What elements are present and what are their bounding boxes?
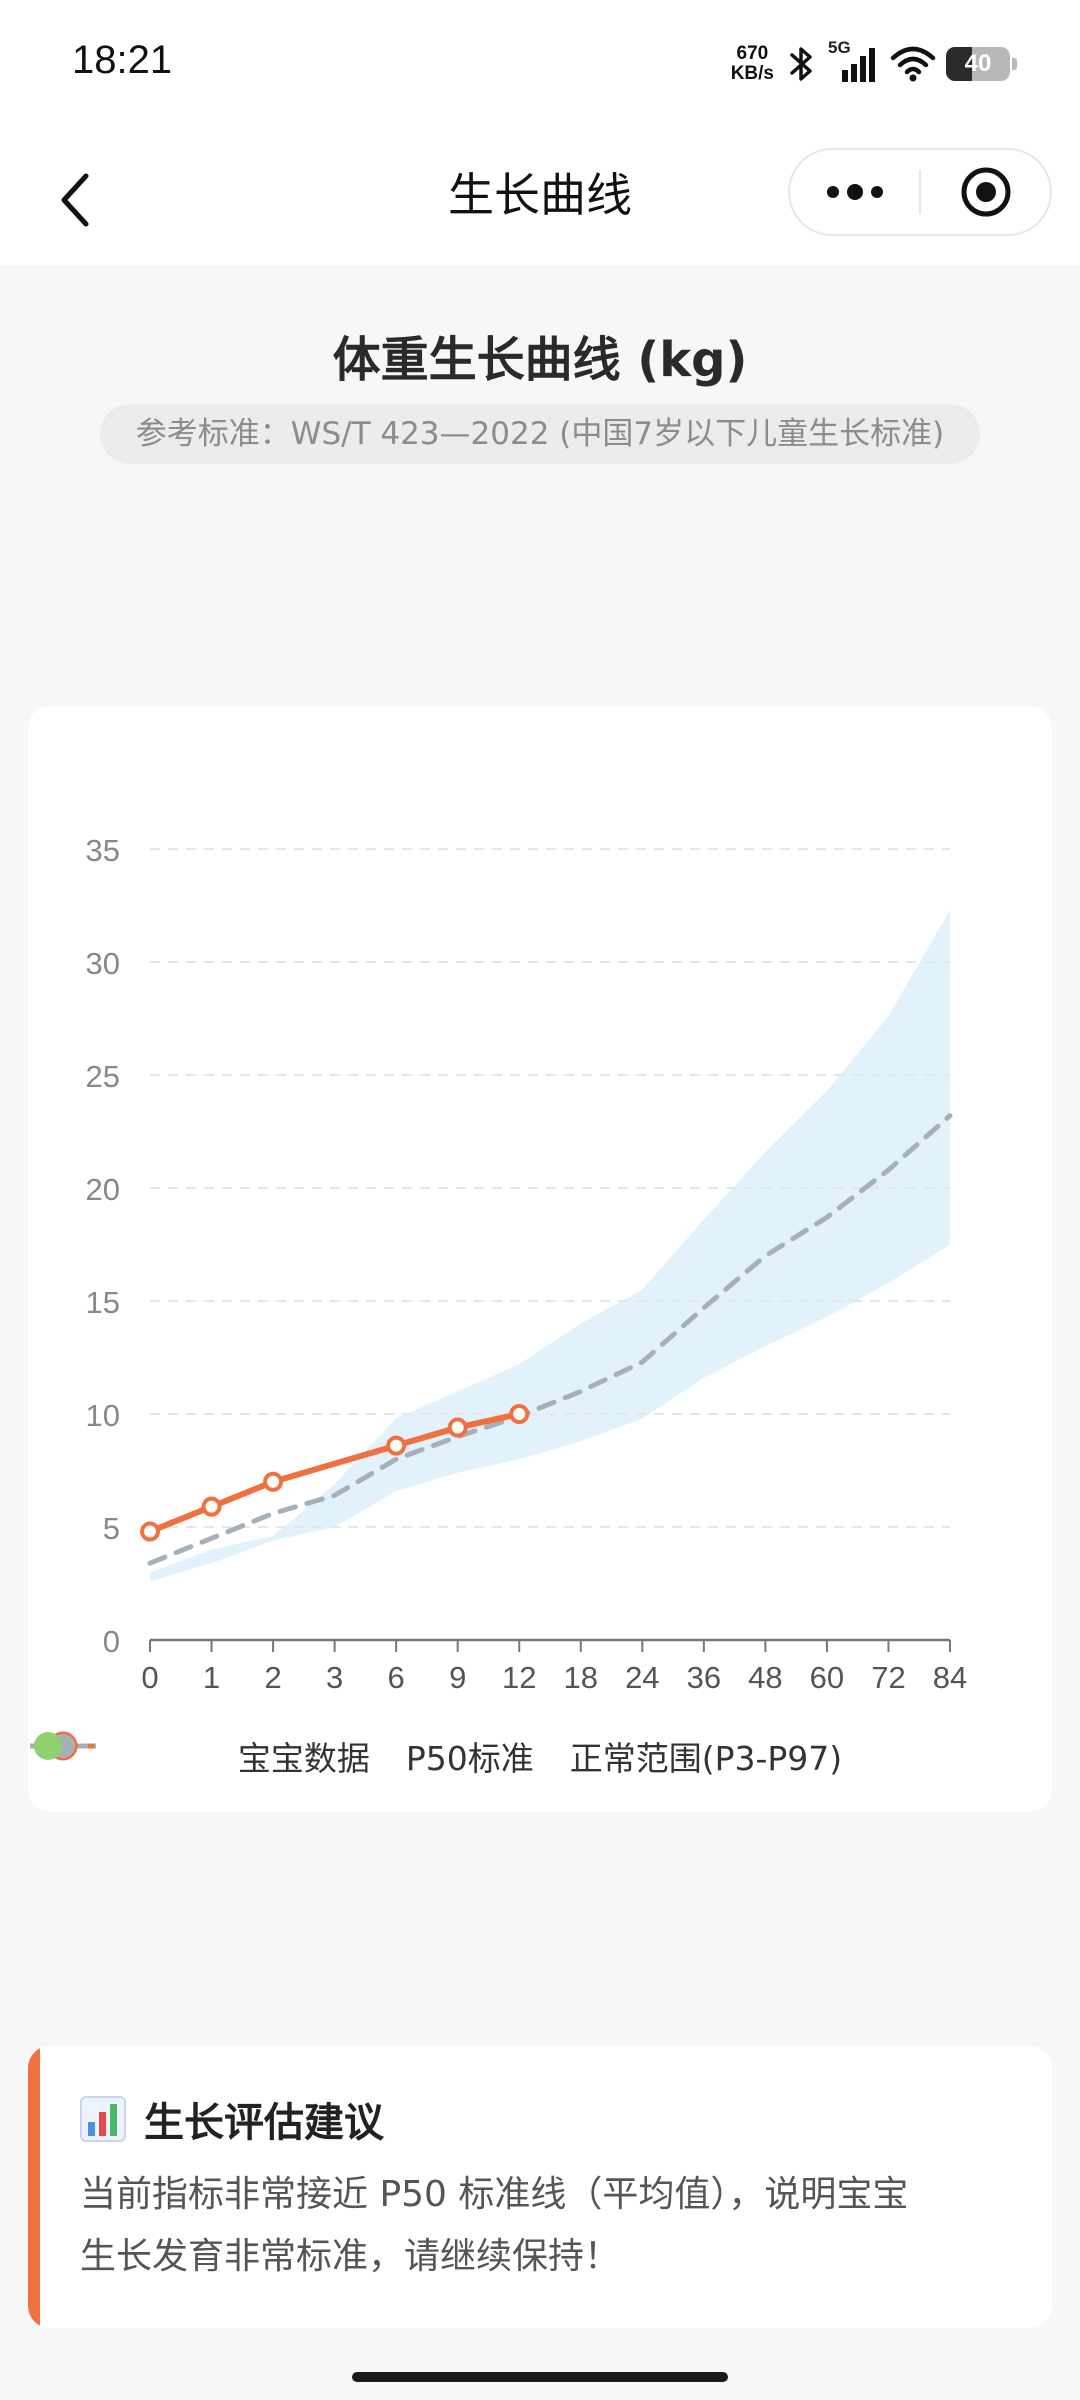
network-type: 5G [828,38,851,57]
more-dots-icon [826,184,883,200]
y-tick-label-10: 10 [86,1398,120,1433]
bluetooth-icon [790,47,812,81]
baby-data-point-12 [509,1404,530,1424]
advice-accent-bar [28,2046,40,2328]
capsule-divider [919,170,921,214]
p50-line [147,1113,953,1566]
weight-growth-chart: 051015202530350123691218243648607284月龄 [86,833,968,1695]
signal-icon: 5G [828,38,880,84]
legend-label-baby: 宝宝数据 [237,1739,370,1778]
advice-title: 生长评估建议 [80,2090,384,2148]
x-tick-label-9: 9 [449,1660,466,1695]
more-button[interactable] [790,150,919,234]
chevron-left-icon [61,173,89,227]
chart-legend: 宝宝数据 P50标准 正常范围(P3-P97) [28,1728,1052,1784]
y-tick-label-35: 35 [86,833,120,868]
growth-advice-card: 生长评估建议 当前指标非常接近 P50 标准线（平均值），说明宝宝 生长发育非常… [28,2046,1052,2328]
wifi-icon [890,46,936,82]
x-tick-label-1: 1 [203,1660,220,1695]
network-speed-unit: KB/s [730,63,774,84]
home-indicator[interactable] [352,2372,728,2382]
baby-data-point-1 [201,1496,222,1517]
network-speed-value: 670 [736,43,769,64]
x-tick-label-48: 48 [748,1660,782,1695]
chart-card: 051015202530350123691218243648607284月龄 宝… [28,706,1052,1812]
reference-standard-badge: 参考标准：WS/T 423—2022 (中国7岁以下儿童生长标准) [100,404,980,464]
y-tick-label-20: 20 [86,1172,120,1207]
x-tick-label-84: 84 [933,1660,967,1695]
nav-bar: 生长曲线 [0,130,1080,265]
y-tick-label-25: 25 [86,1059,120,1094]
x-tick-label-18: 18 [564,1660,598,1695]
x-tick-label-60: 60 [810,1660,844,1695]
advice-body: 当前指标非常接近 P50 标准线（平均值），说明宝宝 生长发育非常标准，请继续保… [80,2164,1016,2288]
y-tick-label-0: 0 [103,1624,120,1659]
baby-data-point-6 [386,1435,407,1456]
legend-item-p50[interactable]: P50标准 [30,1732,534,1780]
x-tick-label-36: 36 [687,1660,721,1695]
baby-data-point-2 [263,1471,284,1492]
battery-level: 40 [964,50,992,77]
battery-icon: 40 [946,47,1017,81]
status-bar: 18:21 670 KB/s 5G 40 [0,0,1080,130]
network-speed: 670 KB/s [731,44,774,84]
y-tick-label-30: 30 [86,946,120,981]
bar-chart-icon [80,2096,126,2142]
legend-item-range[interactable]: 正常范围(P3-P97) [34,1732,843,1780]
status-time: 18:21 [72,38,173,82]
legend-marker-range [34,1732,62,1760]
close-program-button[interactable] [921,150,1050,234]
legend-label-p50: P50标准 [405,1739,534,1778]
y-tick-label-15: 15 [86,1285,120,1320]
target-icon [961,167,1010,217]
back-button[interactable] [36,160,116,240]
legend-label-range: 正常范围(P3-P97) [569,1739,843,1778]
baby-data-line [148,1411,520,1535]
y-tick-label-5: 5 [103,1511,120,1546]
mini-program-capsule [788,148,1052,236]
x-tick-label-72: 72 [871,1660,905,1695]
chart-title: 体重生长曲线 (kg) [332,332,748,388]
advice-title-text: 生长评估建议 [144,2100,384,2146]
x-tick-label-24: 24 [625,1660,659,1695]
normal-range-band [150,910,950,1582]
x-tick-label-0: 0 [141,1660,158,1695]
legend-item-baby[interactable]: 宝宝数据 [30,1731,370,1780]
advice-body-line-2: 生长发育非常标准，请继续保持！ [80,2236,621,2277]
baby-data-point-0 [140,1521,160,1542]
page-title: 生长曲线 [448,168,632,222]
x-tick-label-3: 3 [326,1660,343,1695]
x-tick-label-2: 2 [264,1660,281,1695]
advice-body-line-1: 当前指标非常接近 P50 标准线（平均值），说明宝宝 [80,2174,909,2215]
status-icons: 670 KB/s 5G 40 [731,36,1017,92]
baby-data-point-9 [447,1417,468,1438]
x-tick-label-12: 12 [502,1660,536,1695]
x-tick-label-6: 6 [388,1660,405,1695]
